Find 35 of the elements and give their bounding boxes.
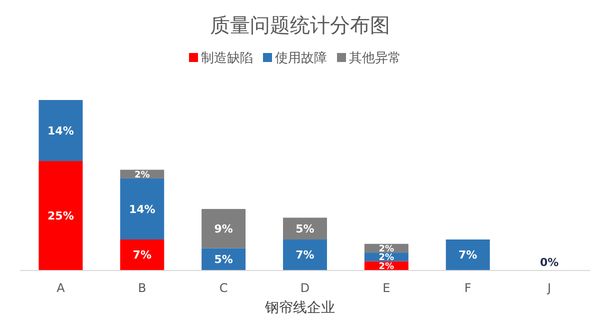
x-tick-label: J: [546, 281, 552, 295]
data-label: 25%: [48, 209, 74, 222]
data-label: 14%: [48, 124, 74, 138]
chart-title: 质量问题统计分布图: [210, 13, 390, 37]
bar: [120, 239, 164, 270]
bar: [283, 218, 327, 240]
data-label: 0%: [540, 256, 559, 269]
data-label: 7%: [458, 248, 478, 262]
x-tick-label: F: [464, 281, 472, 295]
x-tick-label: E: [382, 281, 390, 295]
bar: [120, 178, 164, 240]
data-label: 7%: [296, 248, 314, 262]
data-label: 14%: [128, 202, 156, 216]
bar: [202, 208, 246, 248]
x-tick-label: D: [300, 281, 310, 295]
data-label: 2%: [134, 170, 150, 180]
x-tick-label: C: [219, 281, 228, 295]
data-label: 2%: [378, 244, 394, 254]
legend-label: 使用故障: [275, 51, 327, 66]
bar: [202, 248, 246, 270]
data-label: 5%: [214, 253, 233, 266]
data-label: 9%: [214, 222, 233, 236]
data-label: 2%: [378, 262, 394, 272]
bar: [38, 100, 83, 162]
bar: [38, 161, 83, 270]
bar: [446, 239, 490, 270]
legend-label: 其他异常: [349, 51, 401, 66]
data-label: 2%: [378, 253, 394, 264]
x-tick-label: B: [138, 281, 146, 295]
data-label: 5%: [296, 222, 314, 236]
data-label: 7%: [132, 248, 152, 262]
legend-label: 制造缺陷: [201, 51, 253, 66]
bar: [283, 239, 327, 270]
x-axis-title: 钢帘线企业: [264, 300, 335, 316]
x-tick-label: A: [56, 281, 66, 295]
